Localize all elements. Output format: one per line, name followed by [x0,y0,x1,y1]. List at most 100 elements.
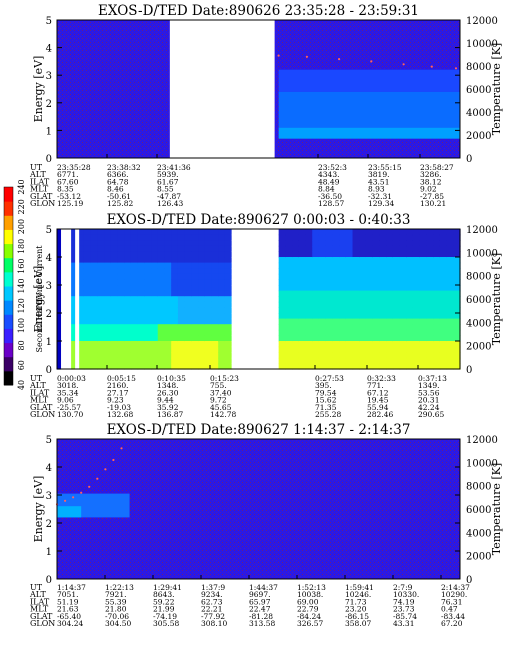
heatmap-cell [386,251,394,258]
heatmap-cell [97,352,105,359]
heatmap-cell [386,273,394,280]
y-tick-label: 0 [46,575,52,586]
heatmap-cell [204,363,213,370]
heatmap-cell [164,341,172,348]
heatmap-cell [386,341,394,348]
heatmap-cell [130,285,139,292]
heatmap-cell [305,346,313,353]
heatmap-cell [406,363,414,370]
heatmap-cell [359,257,367,264]
heatmap-cell [130,341,139,348]
heatmap-cell [419,352,428,359]
heatmap-cell [184,357,192,364]
heatmap-cell [446,285,454,292]
heatmap-cell [124,273,132,280]
heatmap-cell [325,279,333,286]
heatmap-cell [325,318,333,325]
heatmap-cell [97,279,105,286]
colorbar-tick-label: 60 [17,360,26,370]
heatmap-cell [453,296,461,303]
heatmap-cell [144,307,152,314]
heatmap-cell [151,234,159,241]
heatmap-cell [298,307,307,314]
heatmap-cell [419,363,428,370]
heatmap-cell [386,290,394,297]
heatmap-cell [339,273,347,280]
heatmap-cell [359,313,367,320]
colorbar-swatch [4,257,13,273]
table-cell: 22.47 [249,605,271,614]
heatmap-cell [137,313,145,320]
colorbar-swatch [4,314,13,329]
heatmap-cell [97,296,105,303]
heatmap-cell [298,346,307,353]
y2-axis-label: Temperature [K] [490,43,503,135]
table-cell: 35.92 [157,403,179,412]
heatmap-cell [325,290,333,297]
heatmap-cell [271,245,280,252]
heatmap-cell [83,234,92,241]
heatmap-cell [104,352,112,359]
heatmap-cell [137,335,145,342]
heatmap-cell [392,240,401,247]
heatmap-cell [433,240,441,247]
heatmap-cell [110,229,119,236]
heatmap-cell [433,318,441,325]
heatmap-cell [325,240,333,247]
heatmap-cell [359,268,367,275]
heatmap-cell [218,307,226,314]
heatmap-cell [412,324,421,331]
heatmap-cell [419,257,428,264]
table-row-label: GLON [30,410,55,419]
heatmap-cell [386,285,394,292]
heatmap-cell [104,296,112,303]
heatmap-cell [137,268,145,275]
heatmap-cell [406,357,414,364]
table-cell: 313.58 [249,619,275,628]
heatmap-cell [177,257,186,264]
heatmap-cell [339,329,347,336]
heatmap-cell [433,329,441,336]
heatmap-cell [151,301,159,308]
heatmap-cell [70,341,78,348]
heatmap-cell [211,324,219,331]
heatmap-cell [130,251,139,258]
heatmap-cell [298,229,307,236]
heatmap-cell [198,329,206,336]
heatmap-cell [177,268,186,275]
heatmap-cell [453,318,461,325]
heatmap-cell [70,279,78,286]
heatmap-cell [171,257,179,264]
heatmap-cell [164,329,172,336]
table-cell: 7921. [105,590,126,599]
heatmap-cell [184,363,192,370]
table-cell: 130.70 [57,410,83,419]
heatmap-cell [104,301,112,308]
heatmap-cell [97,273,105,280]
heatmap-cell [77,363,85,370]
heatmap-cell [419,357,428,364]
heatmap-cell [339,307,347,314]
heatmap-cell [359,318,367,325]
heatmap-cell [83,307,92,314]
table-cell: -81.28 [249,612,273,621]
colorbar-swatch [4,187,13,202]
y-tick-label: 1 [46,126,52,137]
heatmap-cell [198,240,206,247]
heatmap-cell [419,285,428,292]
table-cell: 76.31 [441,597,462,606]
y-tick-label: 0 [46,365,52,376]
heatmap-cell [433,352,441,359]
table-row-label: UT [30,583,43,592]
heatmap-cell [157,352,166,359]
heatmap-cell [124,329,132,336]
heatmap-cell [271,279,280,286]
heatmap-cell [285,257,293,264]
heatmap-cell [406,290,414,297]
heatmap-cell [285,279,293,286]
heatmap-cell [392,279,401,286]
heatmap-cell [97,346,105,353]
heatmap-cell [352,257,360,264]
heatmap-cell [332,318,340,325]
heatmap-cell [379,335,387,342]
